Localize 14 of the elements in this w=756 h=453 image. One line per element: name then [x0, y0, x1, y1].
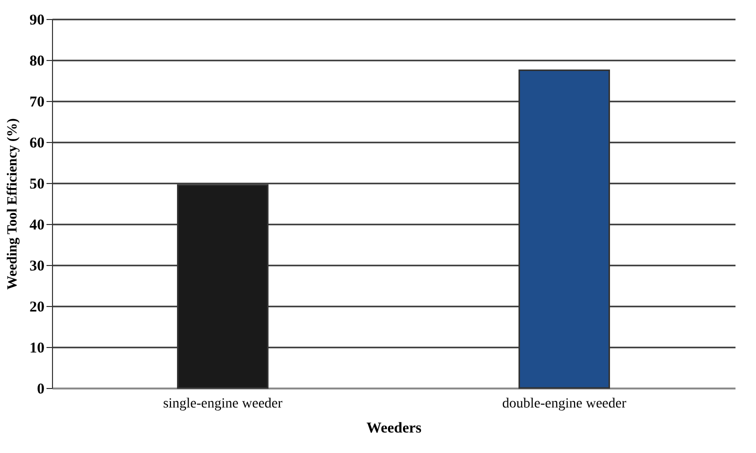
- y-tick-label: 40: [30, 218, 44, 234]
- y-tick-label: 80: [30, 54, 44, 70]
- x-tick-label: double-engine weeder: [502, 396, 627, 412]
- y-tick-label: 50: [30, 176, 44, 192]
- y-tick-label: 0: [37, 382, 44, 398]
- y-tick-label: 10: [30, 340, 44, 356]
- y-axis-title: Weeding Tool Efficiency (%): [6, 118, 20, 290]
- y-tick-label: 30: [30, 258, 44, 274]
- y-tick-label: 90: [30, 12, 44, 28]
- y-tick-label: 20: [30, 300, 44, 316]
- x-axis-title: Weeders: [366, 420, 422, 436]
- y-tick-label: 70: [30, 94, 44, 110]
- y-tick-label: 60: [30, 136, 44, 152]
- x-tick-label: single-engine weeder: [163, 396, 283, 412]
